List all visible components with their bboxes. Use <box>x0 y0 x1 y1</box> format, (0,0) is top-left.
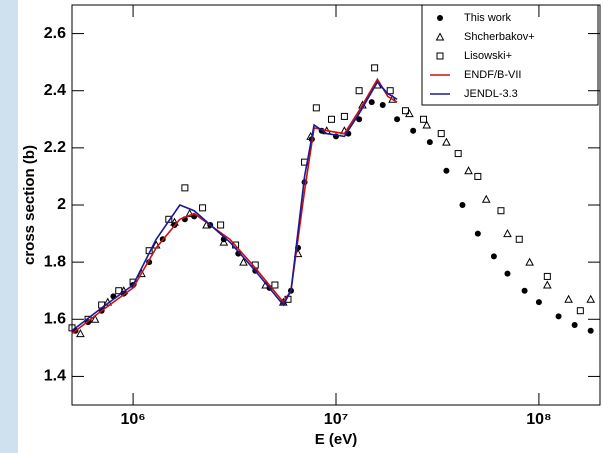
point <box>426 139 433 146</box>
legend-label: Lisowski+ <box>464 50 512 62</box>
point <box>525 257 534 266</box>
point <box>181 184 189 192</box>
point <box>199 204 207 212</box>
point <box>443 167 450 174</box>
point <box>503 229 512 238</box>
point <box>355 87 363 95</box>
point <box>543 272 551 280</box>
point <box>474 172 482 180</box>
point <box>587 327 594 334</box>
y-tick-label: 1.4 <box>44 368 66 385</box>
point <box>271 281 279 289</box>
point <box>371 64 379 72</box>
point <box>490 253 497 260</box>
y-tick-label: 2 <box>57 196 66 213</box>
y-tick-label: 1.6 <box>44 311 66 328</box>
point <box>410 127 417 134</box>
point <box>481 194 491 203</box>
point <box>459 202 466 208</box>
point <box>312 104 320 112</box>
legend-box <box>421 4 599 106</box>
point <box>202 220 211 229</box>
point <box>401 107 409 115</box>
point <box>437 130 445 138</box>
point <box>235 250 242 257</box>
point <box>115 287 123 295</box>
legend-swatch <box>437 15 443 21</box>
point <box>571 322 578 328</box>
x-axis-label: E (eV) <box>315 431 358 448</box>
y-tick-label: 2.6 <box>44 25 66 42</box>
series-line <box>71 80 398 332</box>
point <box>586 294 596 303</box>
point <box>504 270 511 277</box>
y-axis-label: cross section (b) <box>21 145 38 265</box>
point <box>340 112 348 120</box>
point <box>386 87 394 95</box>
point <box>555 313 562 320</box>
y-tick-label: 1.8 <box>44 253 66 270</box>
legend-label: JENDL-3.3 <box>464 88 518 100</box>
point <box>454 150 462 158</box>
legend-swatch <box>436 52 444 60</box>
point <box>515 235 523 243</box>
point <box>219 237 229 246</box>
point <box>420 115 428 123</box>
point <box>576 307 584 315</box>
legend-label: This work <box>464 12 512 24</box>
point <box>239 257 248 266</box>
point <box>422 120 432 129</box>
point <box>464 166 473 175</box>
point <box>327 115 335 123</box>
point <box>356 116 363 123</box>
legend-label: ENDF/B-VII <box>464 69 521 81</box>
point <box>368 99 375 106</box>
y-tick-label: 2.4 <box>44 82 66 99</box>
x-tick-label: 10⁶ <box>120 411 145 428</box>
x-tick-label: 10⁷ <box>324 411 348 428</box>
point <box>542 280 552 289</box>
point <box>564 294 573 303</box>
point <box>521 287 528 294</box>
point <box>442 137 451 146</box>
point <box>185 209 194 218</box>
point <box>76 329 85 338</box>
point <box>535 299 542 306</box>
y-tick-label: 2.2 <box>44 139 66 156</box>
point <box>394 116 401 123</box>
point <box>497 207 505 215</box>
x-tick-label: 10⁸ <box>526 411 551 428</box>
point <box>379 102 386 108</box>
point <box>217 221 225 229</box>
legend-swatch <box>435 32 445 41</box>
point <box>90 314 100 323</box>
point <box>474 230 481 237</box>
legend-label: Shcherbakov+ <box>464 31 535 43</box>
